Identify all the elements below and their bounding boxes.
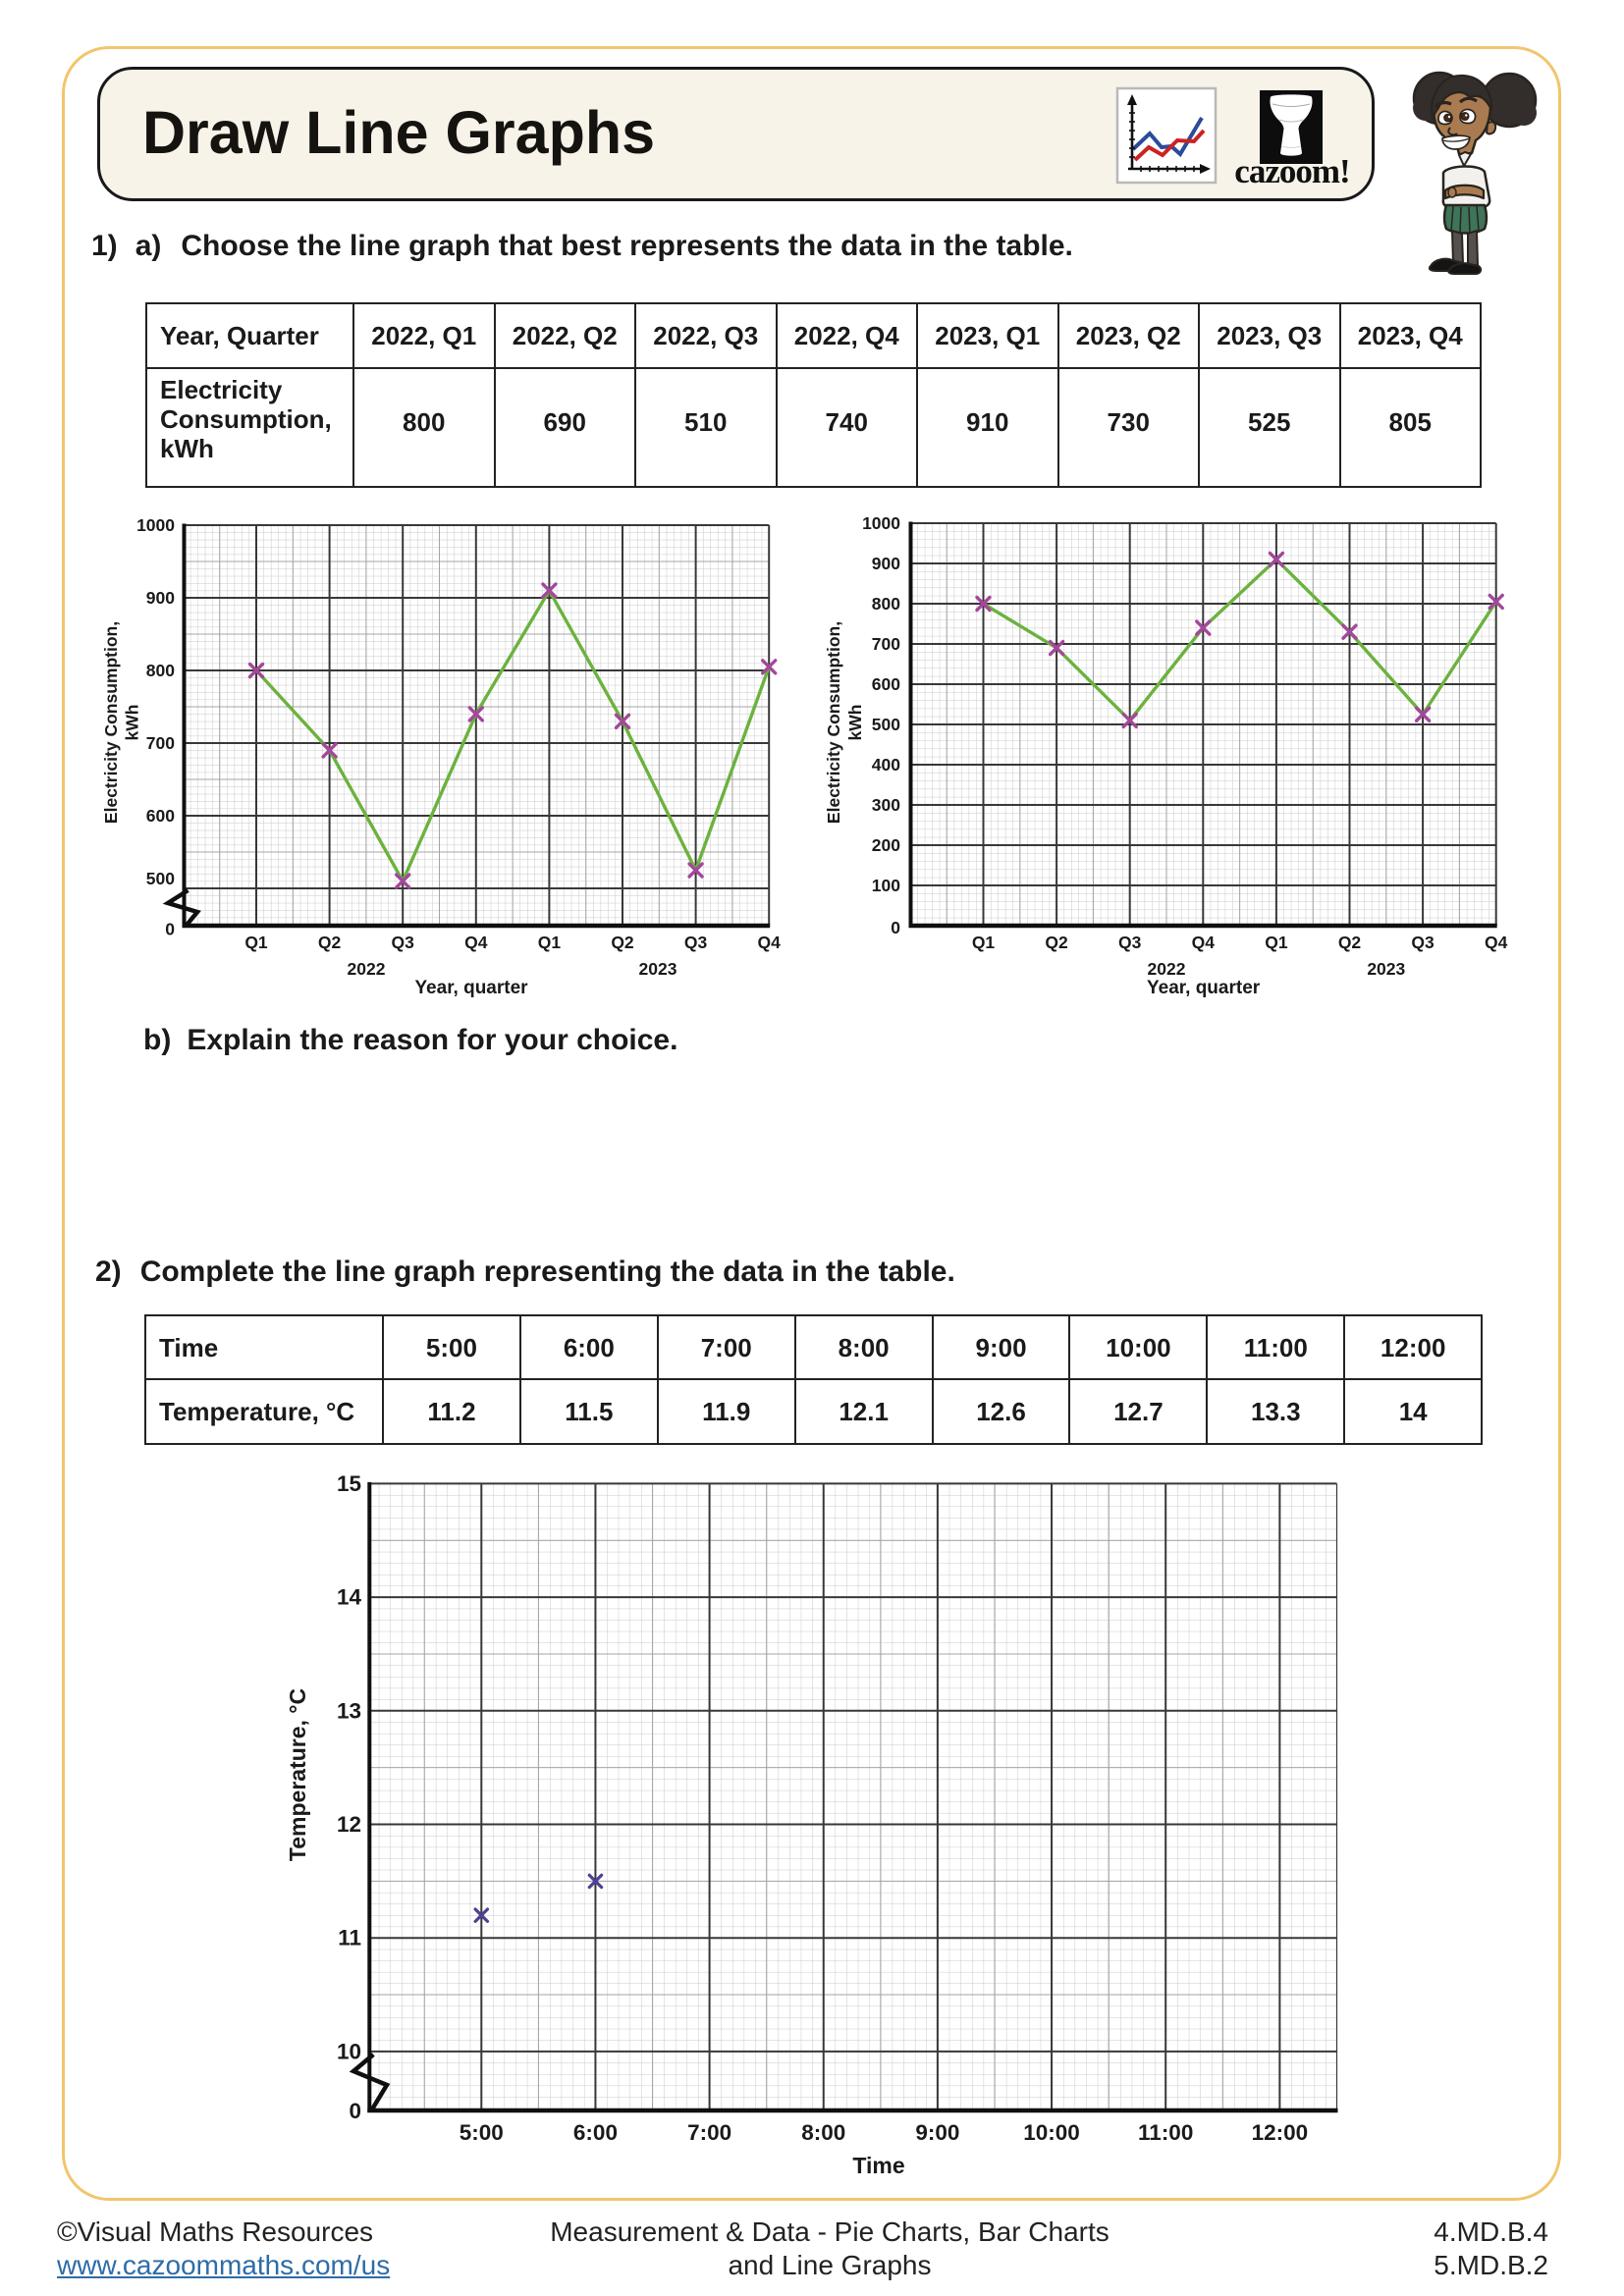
svg-text:Q1: Q1 [244,933,268,952]
svg-text:0: 0 [891,918,900,937]
svg-text:Q4: Q4 [758,933,782,952]
svg-text:2023: 2023 [639,959,677,979]
svg-text:Q1: Q1 [538,933,562,952]
svg-text:200: 200 [872,835,900,855]
svg-text:12:00: 12:00 [1252,2120,1309,2145]
svg-text:800: 800 [146,661,175,680]
svg-text:12: 12 [337,1812,361,1837]
svg-text:11: 11 [338,1926,361,1950]
svg-text:7:00: 7:00 [687,2120,731,2145]
svg-text:Q3: Q3 [392,933,415,952]
svg-text:Q1: Q1 [972,933,996,952]
svg-text:8:00: 8:00 [801,2120,845,2145]
svg-text:600: 600 [146,806,175,826]
svg-text:14: 14 [337,1585,362,1610]
svg-text:Year, quarter: Year, quarter [414,978,528,998]
svg-text:Q4: Q4 [1485,933,1508,952]
svg-text:900: 900 [146,588,175,608]
svg-text:Time: Time [852,2153,904,2178]
svg-text:kWh: kWh [123,705,142,741]
svg-text:Temperature, °C: Temperature, °C [285,1688,310,1861]
svg-text:Q3: Q3 [1411,933,1435,952]
svg-text:Q2: Q2 [611,933,634,952]
svg-text:400: 400 [872,755,900,774]
svg-text:Q1: Q1 [1265,933,1288,952]
svg-text:Q3: Q3 [1118,933,1142,952]
svg-text:0: 0 [349,2099,361,2123]
svg-text:Q2: Q2 [1045,933,1068,952]
svg-text:2022: 2022 [1148,959,1186,979]
svg-text:2022: 2022 [348,959,386,979]
svg-text:Electricity Consumption,: Electricity Consumption, [824,621,843,824]
svg-text:300: 300 [872,795,900,815]
svg-text:5:00: 5:00 [460,2120,504,2145]
svg-text:13: 13 [337,1698,361,1723]
svg-text:500: 500 [146,869,175,888]
svg-text:15: 15 [337,1471,361,1496]
svg-text:800: 800 [872,594,900,614]
svg-text:900: 900 [872,554,900,573]
svg-text:0: 0 [165,920,175,939]
svg-text:kWh: kWh [845,705,865,741]
svg-text:9:00: 9:00 [915,2120,959,2145]
svg-text:2023: 2023 [1367,959,1405,979]
svg-text:100: 100 [872,876,900,895]
svg-text:Q2: Q2 [318,933,342,952]
svg-text:11:00: 11:00 [1138,2120,1193,2145]
svg-text:10: 10 [337,2039,361,2063]
svg-text:10:00: 10:00 [1023,2120,1080,2145]
svg-text:Q3: Q3 [684,933,708,952]
svg-text:600: 600 [872,674,900,694]
svg-text:Year, quarter: Year, quarter [1147,978,1261,998]
svg-text:Q4: Q4 [1192,933,1216,952]
svg-text:Electricity Consumption,: Electricity Consumption, [101,621,121,824]
svg-text:Q2: Q2 [1338,933,1362,952]
svg-text:700: 700 [146,733,175,753]
svg-text:Q4: Q4 [464,933,488,952]
svg-text:1000: 1000 [862,513,900,533]
svg-text:6:00: 6:00 [573,2120,618,2145]
svg-text:500: 500 [872,715,900,734]
svg-text:1000: 1000 [136,515,175,535]
svg-text:700: 700 [872,634,900,654]
